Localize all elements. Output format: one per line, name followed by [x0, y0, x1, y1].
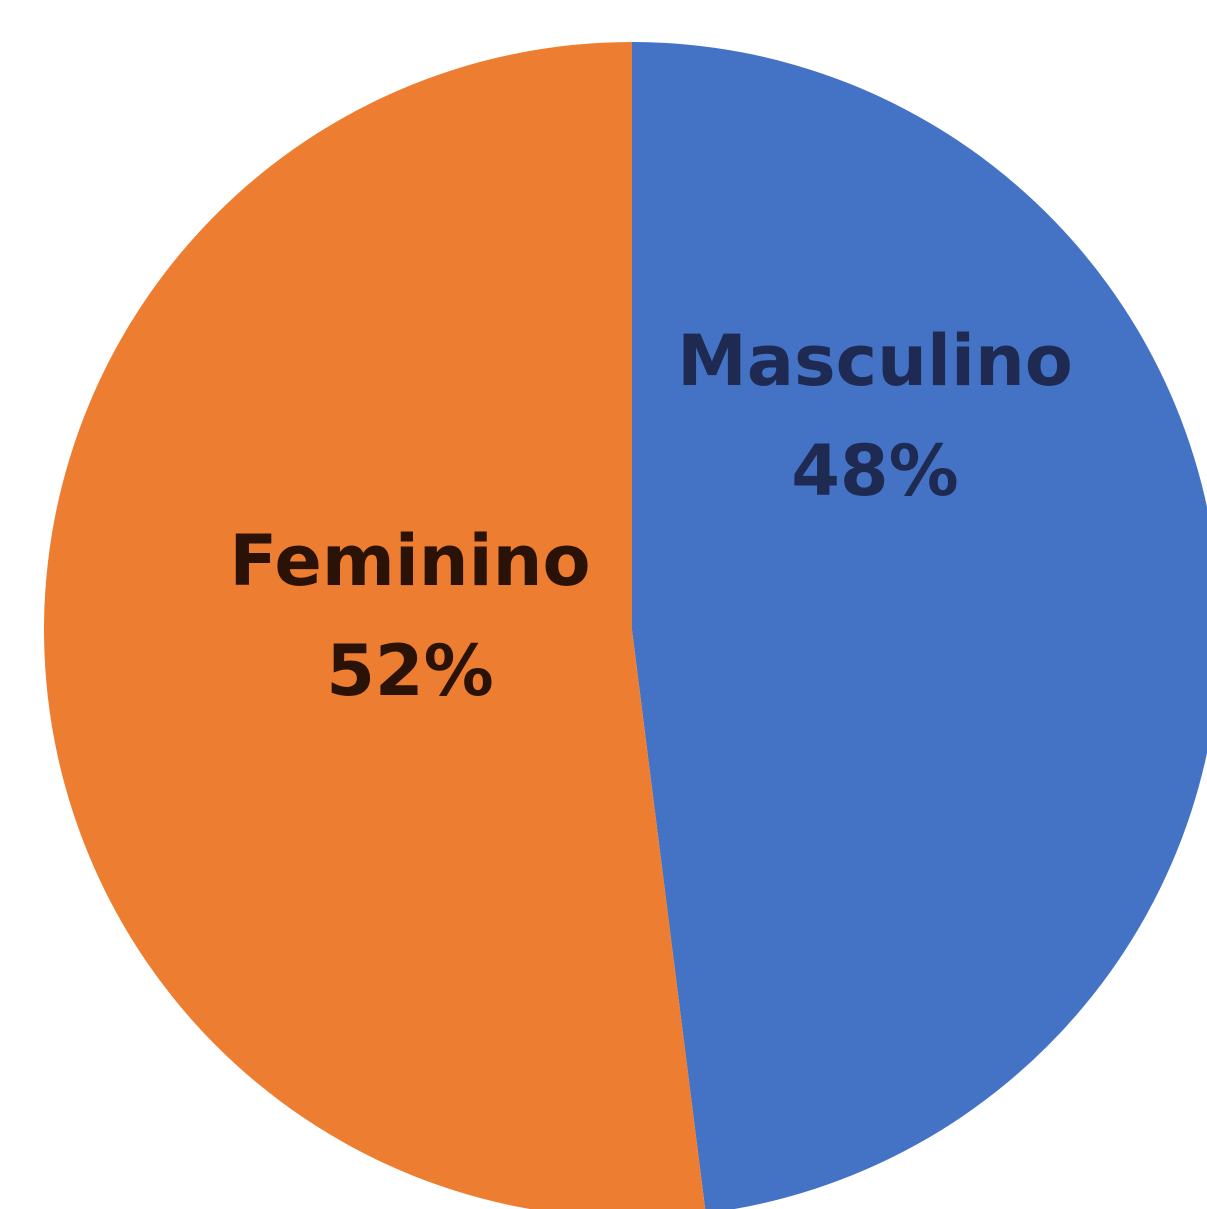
pie-slice-masculino	[632, 42, 1207, 1209]
slice-label-value-masculino: 48%	[791, 430, 959, 512]
slice-label-name-masculino: Masculino	[677, 320, 1073, 402]
slice-label-name-feminino: Feminino	[229, 520, 590, 602]
pie-labels: Masculino 48% Feminino 52%	[229, 320, 1072, 712]
pie-slices	[43, 42, 1207, 1209]
pie-slice-feminino	[43, 42, 706, 1209]
slice-label-value-feminino: 52%	[326, 630, 494, 712]
